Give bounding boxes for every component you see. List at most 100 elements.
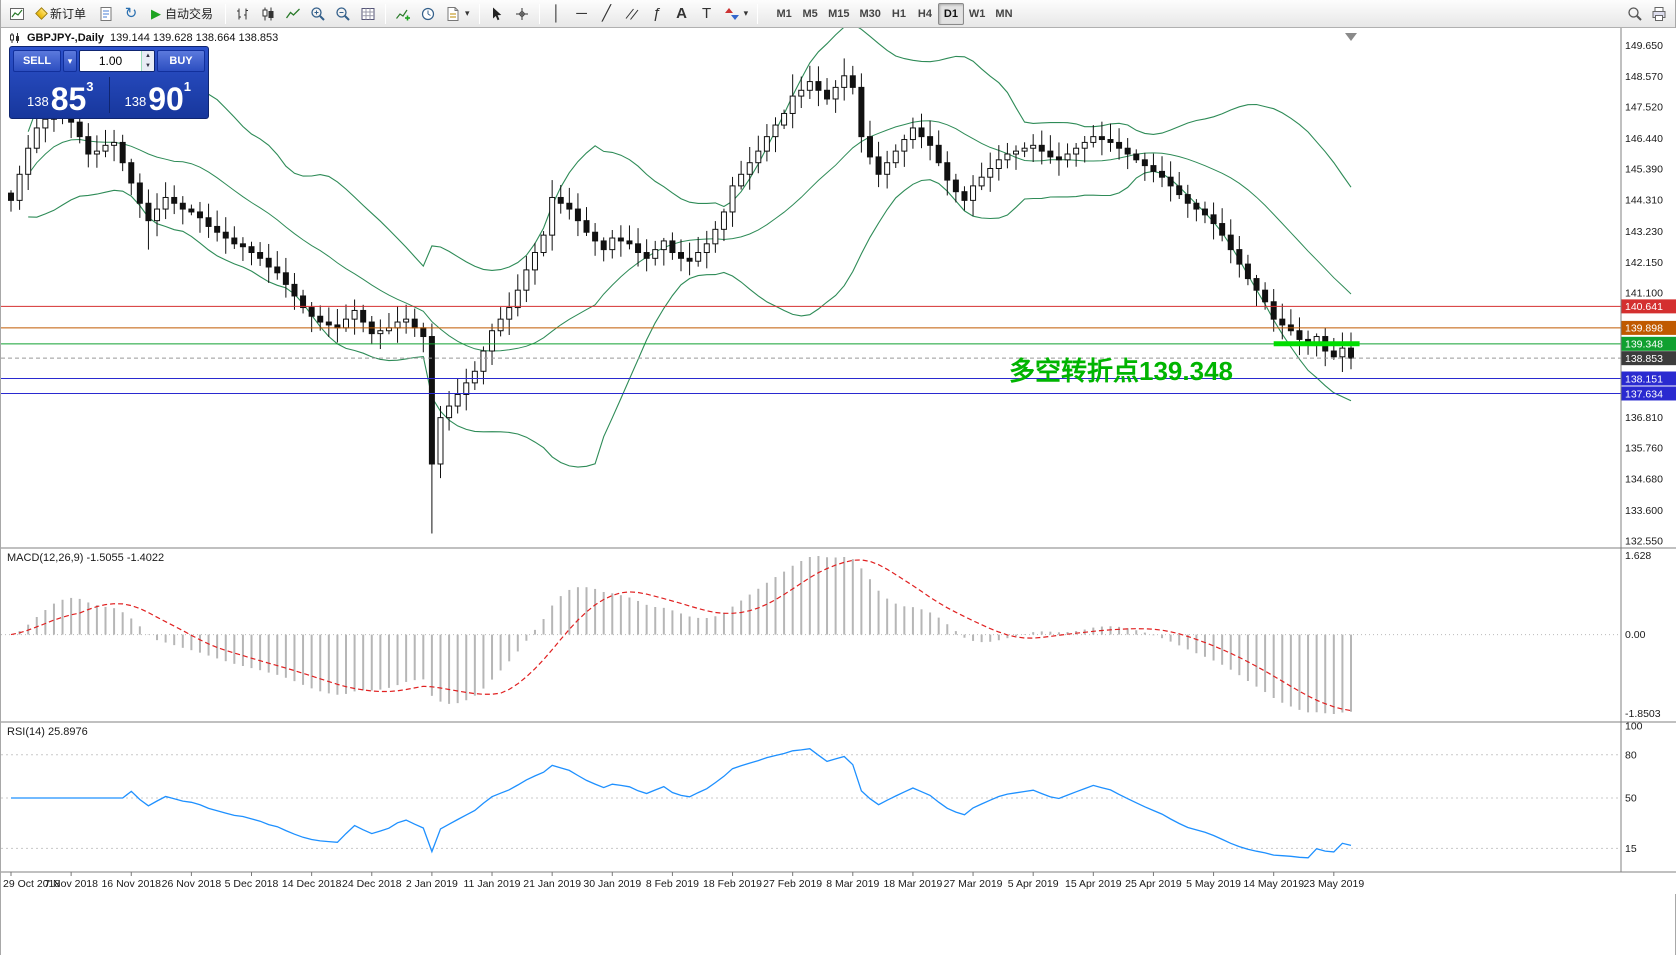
svg-text:0.00: 0.00 [1625,629,1646,641]
timeframe-mn[interactable]: MN [995,7,1013,20]
line-chart-mode-button[interactable] [281,2,305,26]
buy-price-button[interactable]: 138 90 1 [111,75,206,115]
svg-text:147.520: 147.520 [1625,102,1663,114]
templates-button[interactable]: ▾ [441,2,474,26]
grid-toggle-button[interactable] [356,2,380,26]
volume-dropdown-button[interactable]: ▾ [63,50,77,72]
buy-price-point: 1 [183,79,192,94]
svg-text:7 Nov 2018: 7 Nov 2018 [44,878,98,890]
crosshair-tool-button[interactable] [510,2,534,26]
svg-text:16 Nov 2018: 16 Nov 2018 [101,878,161,890]
new-order-button[interactable]: 新订单 [30,2,93,26]
grid-icon [361,7,375,20]
search-icon [1628,6,1642,21]
svg-text:139.348: 139.348 [1625,339,1663,351]
candlestick-icon [262,7,274,20]
new-order-icon [35,7,48,20]
printer-icon [1652,6,1666,21]
indicators-button[interactable] [391,2,415,26]
toolbar-right-group [1623,2,1671,26]
volume-decrease-button[interactable]: ▼ [145,63,151,69]
sell-price-button[interactable]: 138 85 3 [13,75,108,115]
timeframe-d1[interactable]: D1 [937,2,964,25]
clock-icon [421,7,435,20]
new-chart-button[interactable] [5,2,29,26]
cursor-tool-button[interactable] [485,2,509,26]
toolbar-separator [478,3,480,24]
svg-text:14 May 2019: 14 May 2019 [1243,878,1304,890]
price-axis[interactable] [1621,28,1676,872]
svg-text:27 Feb 2019: 27 Feb 2019 [763,878,822,890]
timeframe-m5[interactable]: M5 [802,7,818,20]
timeframe-h4[interactable]: H4 [917,7,932,20]
periods-button[interactable] [416,2,440,26]
search-button[interactable] [1623,2,1647,26]
timeframe-m15[interactable]: M15 [828,7,850,20]
buy-price-pips: 90 [148,80,184,117]
svg-text:149.650: 149.650 [1625,40,1663,52]
volume-increase-button[interactable]: ▲ [145,53,151,59]
refresh-icon: ↻ [124,5,138,22]
metaeditor-button[interactable] [94,2,118,26]
sell-button[interactable]: SELL [13,50,61,72]
indicators-icon [396,9,411,20]
crosshair-icon [515,7,528,20]
horizontal-line-tool-button[interactable]: ─ [570,2,594,26]
svg-text:142.150: 142.150 [1625,257,1663,269]
svg-text:133.600: 133.600 [1625,505,1663,517]
arrows-tool-button[interactable]: ▾ [720,2,753,26]
zoom-in-button[interactable] [306,2,330,26]
chevron-down-icon: ▾ [743,8,749,18]
date-axis[interactable] [1,872,1621,894]
fibonacci-tool-button[interactable]: ƒ [645,2,669,26]
svg-text:26 Nov 2018: 26 Nov 2018 [162,878,222,890]
text-tool-icon: A [676,5,687,22]
volume-field: ▲ ▼ [79,50,155,72]
timeframe-m1[interactable]: M1 [776,7,792,20]
timeframe-w1[interactable]: W1 [968,7,986,20]
timeframe-group: M1 M5 M15 M30 H1 H4 D1 W1 MN [771,2,1017,25]
refresh-button[interactable]: ↻ [119,2,143,26]
sell-price-pips: 85 [50,80,87,117]
svg-text:-1.8503: -1.8503 [1625,708,1661,720]
timeframe-h1[interactable]: H1 [891,7,906,20]
label-tool-icon: T [701,5,712,22]
svg-text:146.440: 146.440 [1625,133,1663,145]
svg-text:15 Apr 2019: 15 Apr 2019 [1065,878,1122,890]
svg-text:140.641: 140.641 [1625,301,1663,313]
autotrade-button[interactable]: ▶ 自动交易 [144,2,220,26]
svg-text:8 Feb 2019: 8 Feb 2019 [646,878,699,890]
line-chart-icon [286,8,300,18]
svg-text:5 Dec 2018: 5 Dec 2018 [225,878,279,890]
ohlc-bars-icon [237,8,249,19]
svg-text:132.550: 132.550 [1625,535,1663,547]
svg-text:27 Mar 2019: 27 Mar 2019 [944,878,1003,890]
svg-text:29 Oct 2018: 29 Oct 2018 [3,878,60,890]
zoom-out-button[interactable] [331,2,355,26]
svg-text:MACD(12,26,9) -1.5055 -1.4022: MACD(12,26,9) -1.5055 -1.4022 [7,552,164,564]
vertical-line-icon: │ [551,5,562,22]
text-tool-button[interactable]: A [670,2,694,26]
autotrade-label: 自动交易 [165,7,214,21]
timeframe-m30[interactable]: M30 [859,7,881,20]
sell-price-point: 3 [86,79,94,94]
vertical-line-tool-button[interactable]: │ [545,2,569,26]
buy-button[interactable]: BUY [157,50,205,72]
volume-input[interactable] [80,51,141,71]
bar-chart-mode-button[interactable] [231,2,255,26]
toolbar-separator [538,3,540,24]
template-icon [447,6,459,21]
candlestick-mode-button[interactable] [256,2,280,26]
svg-text:8 Mar 2019: 8 Mar 2019 [826,878,879,890]
trendline-tool-button[interactable]: ╱ [595,2,619,26]
fibonacci-icon: ƒ [652,5,661,22]
chart-icon [10,33,19,43]
zoom-out-icon [336,6,350,21]
label-tool-button[interactable]: T [695,2,719,26]
print-button[interactable] [1647,2,1671,26]
chart-canvas[interactable]: 140.641 139.898 139.348 138.853 138.151 137.6… [1,28,1676,894]
svg-text:144.310: 144.310 [1625,195,1663,207]
svg-text:11 Jan 2019: 11 Jan 2019 [464,878,521,890]
channel-tool-button[interactable] [620,2,644,26]
